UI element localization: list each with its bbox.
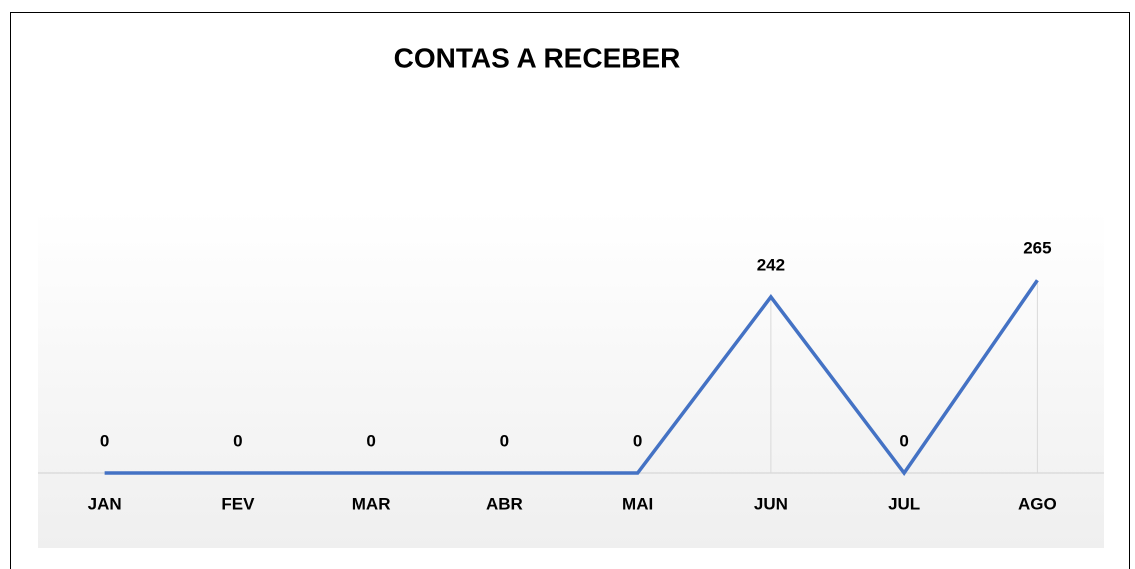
x-tick-label: JUN	[754, 494, 788, 513]
x-tick-label: ABR	[486, 494, 523, 513]
data-label: 0	[633, 431, 642, 450]
data-label: 0	[500, 431, 509, 450]
x-tick-label: FEV	[221, 494, 255, 513]
data-label: 265	[1023, 239, 1051, 258]
data-label: 0	[233, 431, 242, 450]
data-label: 242	[757, 255, 785, 274]
x-tick-label: JAN	[88, 494, 122, 513]
data-label: 0	[100, 431, 109, 450]
x-tick-label: MAI	[622, 494, 653, 513]
data-label: 0	[899, 431, 908, 450]
plot-area	[38, 210, 1104, 548]
data-label: 0	[366, 431, 375, 450]
chart-title: CONTAS A RECEBER	[394, 42, 681, 73]
x-tick-label: MAR	[352, 494, 391, 513]
x-tick-label: AGO	[1018, 494, 1057, 513]
data-line	[104, 279, 1039, 476]
x-tick-label: JUL	[888, 494, 920, 513]
